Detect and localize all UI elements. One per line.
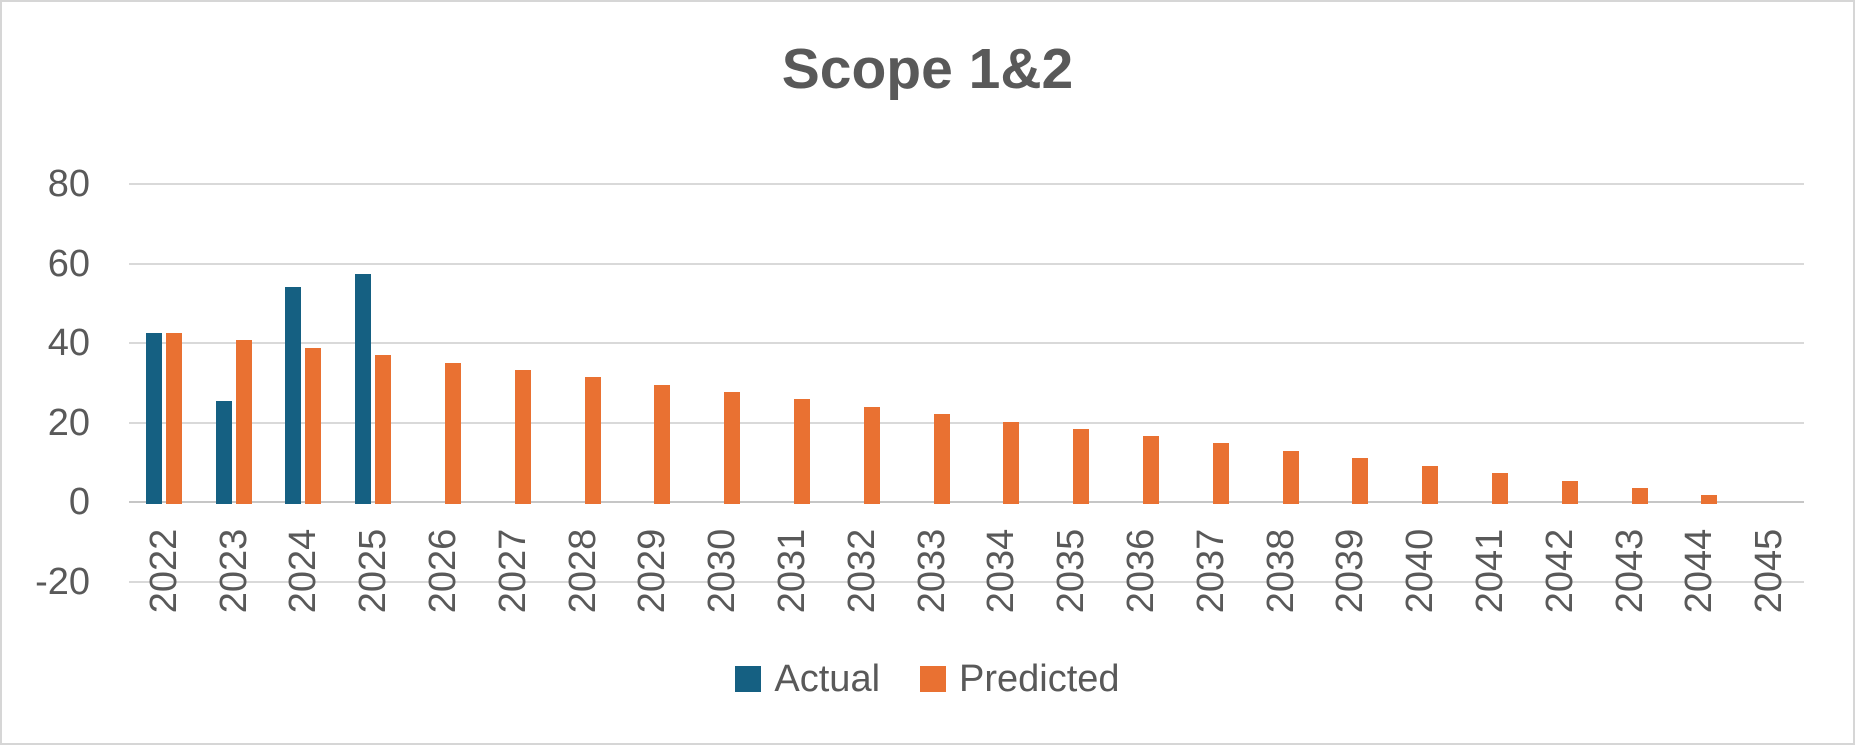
x-axis-label-2025: 2025 (352, 528, 395, 614)
bar-predicted-2029[interactable] (654, 384, 671, 505)
x-axis-label-2044: 2044 (1678, 528, 1721, 614)
x-axis-label-2032: 2032 (840, 528, 883, 614)
legend-label-predicted: Predicted (959, 658, 1120, 700)
x-axis-label-2027: 2027 (491, 528, 534, 614)
bar-predicted-2038[interactable] (1282, 451, 1299, 505)
x-axis-label-2030: 2030 (701, 528, 744, 614)
x-axis-label-2042: 2042 (1538, 528, 1581, 614)
x-axis-label-2040: 2040 (1399, 528, 1442, 614)
bar-predicted-2036[interactable] (1142, 436, 1159, 505)
x-axis-label-2043: 2043 (1608, 528, 1651, 614)
bar-predicted-2034[interactable] (1003, 421, 1020, 505)
x-axis-label-2034: 2034 (980, 528, 1023, 614)
legend-swatch-predicted-icon (920, 666, 947, 692)
legend-item-predicted[interactable]: Predicted (920, 657, 1120, 701)
bar-predicted-2030[interactable] (724, 392, 741, 505)
bar-predicted-2044[interactable] (1701, 495, 1718, 505)
legend: Actual Predicted (2, 657, 1853, 701)
bar-predicted-2039[interactable] (1352, 458, 1369, 505)
legend-label-actual: Actual (774, 658, 881, 700)
x-axis-label-2041: 2041 (1468, 528, 1511, 614)
x-axis-label-2028: 2028 (561, 528, 604, 614)
bar-predicted-2041[interactable] (1491, 472, 1508, 505)
bar-actual-2025[interactable] (355, 273, 372, 505)
bar-predicted-2031[interactable] (794, 399, 811, 505)
x-axis-label-2023: 2023 (212, 528, 255, 614)
gridline-40 (129, 342, 1804, 345)
bar-actual-2024[interactable] (285, 287, 302, 505)
bar-predicted-2023[interactable] (235, 340, 252, 505)
y-axis-label-20: 20 (47, 401, 90, 444)
x-axis-label-2033: 2033 (910, 528, 953, 614)
x-axis-label-2045: 2045 (1748, 528, 1791, 614)
gridline--20 (129, 581, 1804, 583)
bar-predicted-2042[interactable] (1561, 480, 1578, 505)
x-axis-label-2031: 2031 (771, 528, 814, 614)
bar-predicted-2032[interactable] (863, 406, 880, 505)
x-axis-label-2026: 2026 (422, 528, 465, 614)
legend-swatch-actual-icon (735, 666, 762, 692)
bar-predicted-2037[interactable] (1212, 443, 1229, 505)
bar-predicted-2026[interactable] (445, 362, 462, 505)
x-axis-label-2036: 2036 (1119, 528, 1162, 614)
x-axis-label-2039: 2039 (1329, 528, 1372, 614)
bar-actual-2023[interactable] (215, 400, 232, 505)
bar-predicted-2033[interactable] (933, 414, 950, 505)
x-axis-label-2038: 2038 (1259, 528, 1302, 614)
legend-item-actual[interactable]: Actual (735, 657, 880, 701)
bar-predicted-2028[interactable] (584, 377, 601, 505)
gridline-80 (129, 183, 1804, 185)
y-axis-label-60: 60 (47, 242, 90, 285)
y-axis-label--20: -20 (35, 561, 90, 603)
gridline-20 (129, 421, 1804, 424)
plot-area: 2022 2023 2024 2025 2026 2027 2028 2029 2030 2031… (129, 183, 1804, 613)
y-axis-label-40: 40 (47, 322, 90, 365)
x-axis-label-2024: 2024 (282, 528, 325, 614)
y-axis-label-80: 80 (47, 163, 90, 205)
gridline-60 (129, 262, 1804, 265)
bar-predicted-2022[interactable] (165, 333, 182, 505)
x-axis-label-2037: 2037 (1189, 528, 1232, 614)
y-axis-labels: 80 60 40 20 0 -20 (2, 163, 94, 603)
x-axis-label-2035: 2035 (1050, 528, 1093, 614)
bar-predicted-2024[interactable] (305, 347, 322, 505)
y-axis-label-0: 0 (68, 481, 90, 524)
bar-actual-2022[interactable] (145, 333, 162, 505)
chart-title: Scope 1&2 (781, 37, 1074, 101)
bar-predicted-2040[interactable] (1422, 465, 1439, 505)
bar-predicted-2027[interactable] (514, 369, 531, 505)
x-axis-label-2029: 2029 (631, 528, 674, 614)
gridline-0 (129, 501, 1804, 504)
bar-predicted-2035[interactable] (1073, 428, 1090, 505)
bar-predicted-2025[interactable] (375, 355, 392, 505)
bar-predicted-2043[interactable] (1631, 487, 1648, 505)
x-axis-label-2022: 2022 (142, 528, 185, 614)
